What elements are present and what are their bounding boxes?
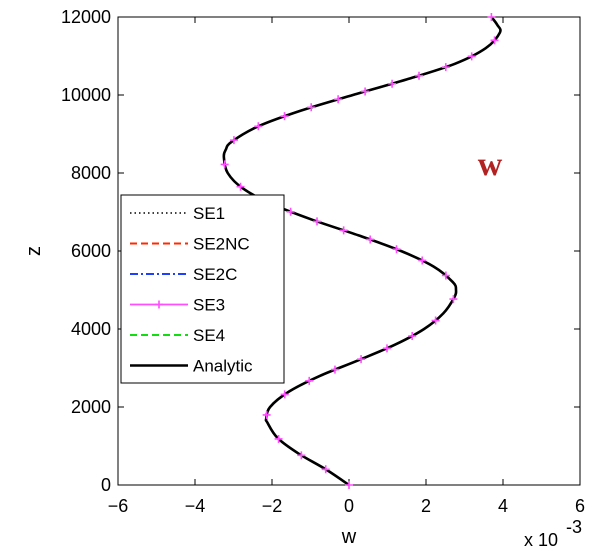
se3-marker (388, 79, 397, 88)
x-scale-factor: x 10 (524, 530, 558, 550)
se3-marker (274, 434, 283, 443)
se3-marker (441, 63, 450, 72)
x-tick-label: 4 (498, 496, 508, 516)
series-line-analytic (222, 16, 502, 487)
legend-label-se2c: SE2C (193, 265, 237, 284)
se3-marker (467, 52, 476, 61)
se3-marker (345, 481, 353, 489)
se3-marker (254, 122, 263, 131)
x-tick-label: 2 (421, 496, 431, 516)
y-tick-label: 12000 (61, 7, 111, 27)
se3-marker (321, 465, 330, 474)
se3-marker (431, 316, 440, 325)
x-tick-label: 6 (575, 496, 585, 516)
se3-marker (408, 332, 417, 341)
legend-label-analytic: Analytic (193, 357, 253, 376)
se3-marker (361, 87, 370, 96)
se3-marker (220, 160, 229, 169)
se3-marker (280, 112, 289, 121)
se3-markers (220, 13, 499, 489)
x-tick-label: −4 (185, 496, 206, 516)
legend: SE1 SE2NC SE2C SE3 SE4 Analytic (120, 194, 285, 384)
x-scale-exponent: -3 (566, 517, 582, 537)
annotation-w: w (478, 146, 503, 183)
legend-label-se1: SE1 (193, 204, 225, 223)
se3-marker (441, 271, 450, 280)
y-axis-label: z (23, 246, 45, 256)
se3-marker (418, 256, 427, 265)
se3-marker (392, 245, 401, 254)
legend-marker-se3 (155, 300, 163, 309)
se3-marker (382, 344, 391, 353)
se3-marker (366, 235, 375, 244)
se3-marker (313, 217, 322, 226)
se3-marker (297, 451, 306, 460)
x-tick-label: 0 (344, 496, 354, 516)
y-tick-label: 0 (101, 475, 111, 495)
se3-marker (262, 410, 271, 419)
se3-marker (307, 103, 316, 112)
y-tick-label: 10000 (61, 85, 111, 105)
se3-marker (415, 71, 424, 80)
se3-marker (339, 226, 348, 235)
x-axis-label: w (341, 526, 357, 548)
legend-label-se2nc: SE2NC (193, 235, 250, 254)
x-axis-ticks: −6 −4 −2 0 2 4 6 (108, 17, 585, 516)
x-tick-label: −2 (262, 496, 283, 516)
se3-marker (229, 136, 238, 145)
se3-marker (487, 13, 496, 21)
y-tick-label: 4000 (71, 319, 111, 339)
legend-box (120, 194, 285, 384)
se3-marker (357, 355, 366, 364)
se3-marker (334, 95, 343, 104)
se3-marker (449, 295, 458, 304)
se3-marker (280, 390, 289, 399)
legend-label-se3: SE3 (193, 296, 225, 315)
series-curves (222, 16, 502, 487)
se3-marker (490, 36, 499, 45)
se3-marker (305, 376, 314, 385)
y-tick-label: 2000 (71, 397, 111, 417)
legend-label-se4: SE4 (193, 326, 225, 345)
se3-marker (236, 182, 245, 191)
x-tick-label: −6 (108, 496, 129, 516)
se3-marker (286, 207, 295, 216)
y-axis-ticks: 0 2000 4000 6000 8000 10000 12000 (61, 7, 580, 495)
y-tick-label: 6000 (71, 241, 111, 261)
se3-marker (330, 365, 339, 374)
y-tick-label: 8000 (71, 163, 111, 183)
